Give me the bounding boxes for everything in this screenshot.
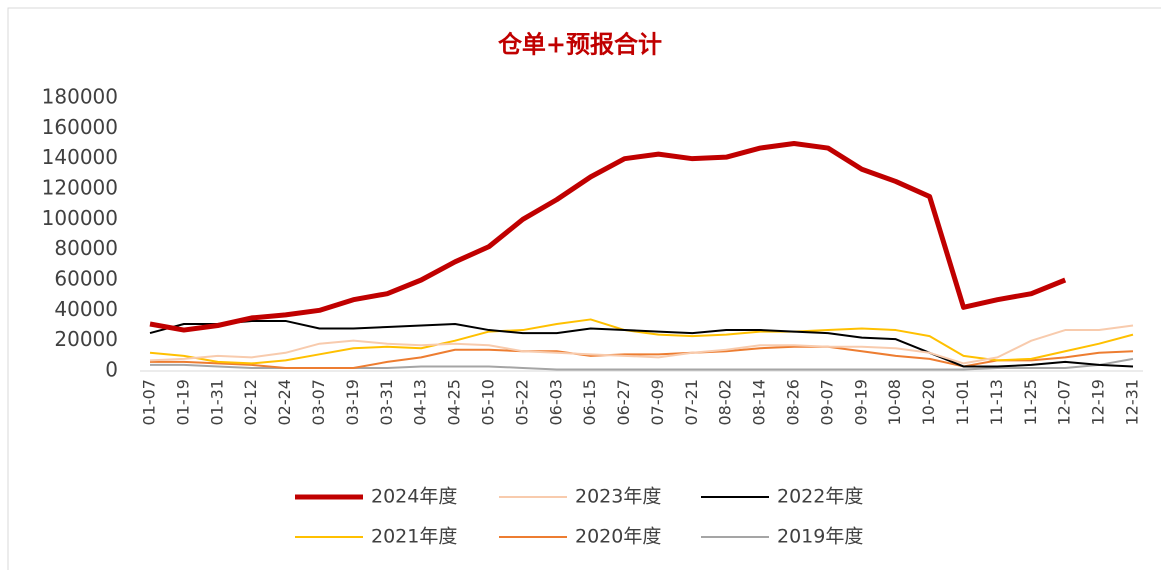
legend-label: 2021年度 — [371, 526, 457, 548]
x-tick-label: 06-27 — [614, 379, 633, 426]
x-tick-label: 03-19 — [343, 379, 362, 426]
y-tick-label: 20000 — [54, 327, 118, 351]
x-tick-label: 10-20 — [919, 379, 938, 426]
x-tick-label: 12-19 — [1089, 379, 1108, 426]
x-tick-label: 08-26 — [784, 379, 803, 426]
frame — [7, 7, 1161, 570]
series-line — [150, 345, 1134, 369]
x-tick-label: 01-19 — [173, 379, 192, 426]
x-tick-label: 01-07 — [140, 379, 159, 426]
x-tick-label: 04-25 — [445, 379, 464, 426]
x-tick-label: 02-12 — [241, 379, 260, 426]
legend-label: 2022年度 — [777, 486, 863, 508]
series-line — [149, 141, 1067, 333]
x-tick-label: 11-25 — [1021, 379, 1040, 426]
y-tick-label: 120000 — [42, 176, 118, 200]
chart-title: 仓单+预报合计 — [497, 30, 662, 59]
x-tick-label: 12-31 — [1123, 379, 1142, 426]
x-tick-label: 09-19 — [851, 379, 870, 426]
y-tick-label: 180000 — [42, 85, 118, 109]
x-tick-label: 07-09 — [648, 379, 667, 426]
y-tick-label: 0 — [105, 358, 118, 382]
y-tick-label: 140000 — [42, 145, 118, 169]
x-tick-label: 05-22 — [512, 379, 531, 426]
x-tick-label: 09-07 — [817, 379, 836, 426]
series-line — [149, 324, 1134, 365]
x-tick-label: 12-07 — [1055, 379, 1074, 426]
series-line — [149, 318, 1134, 365]
x-tick-label: 02-24 — [275, 379, 294, 426]
y-tick-label: 160000 — [42, 115, 118, 139]
x-tick-label: 08-02 — [716, 379, 735, 426]
x-tick-label: 08-14 — [750, 379, 769, 426]
legend-label: 2020年度 — [575, 526, 661, 548]
x-tick-label: 03-07 — [309, 379, 328, 426]
y-tick-label: 60000 — [54, 267, 118, 291]
x-tick-label: 05-10 — [478, 379, 497, 426]
y-tick-label: 80000 — [54, 236, 118, 260]
x-tick-label: 01-31 — [207, 379, 226, 426]
series-line — [149, 319, 1134, 368]
x-tick-label: 06-03 — [546, 379, 565, 426]
y-tick-label: 100000 — [42, 206, 118, 230]
legend-label: 2019年度 — [777, 526, 863, 548]
x-tick-label: 11-13 — [987, 379, 1006, 426]
x-tick-label: 04-13 — [411, 379, 430, 426]
x-tick-label: 11-01 — [953, 379, 972, 426]
x-tick-label: 03-31 — [377, 379, 396, 426]
legend-label: 2023年度 — [575, 486, 661, 508]
legend-label: 2024年度 — [371, 486, 457, 508]
x-tick-label: 10-08 — [885, 379, 904, 426]
y-tick-label: 40000 — [54, 297, 118, 321]
x-tick-label: 07-21 — [682, 379, 701, 426]
x-tick-label: 06-15 — [580, 379, 599, 426]
